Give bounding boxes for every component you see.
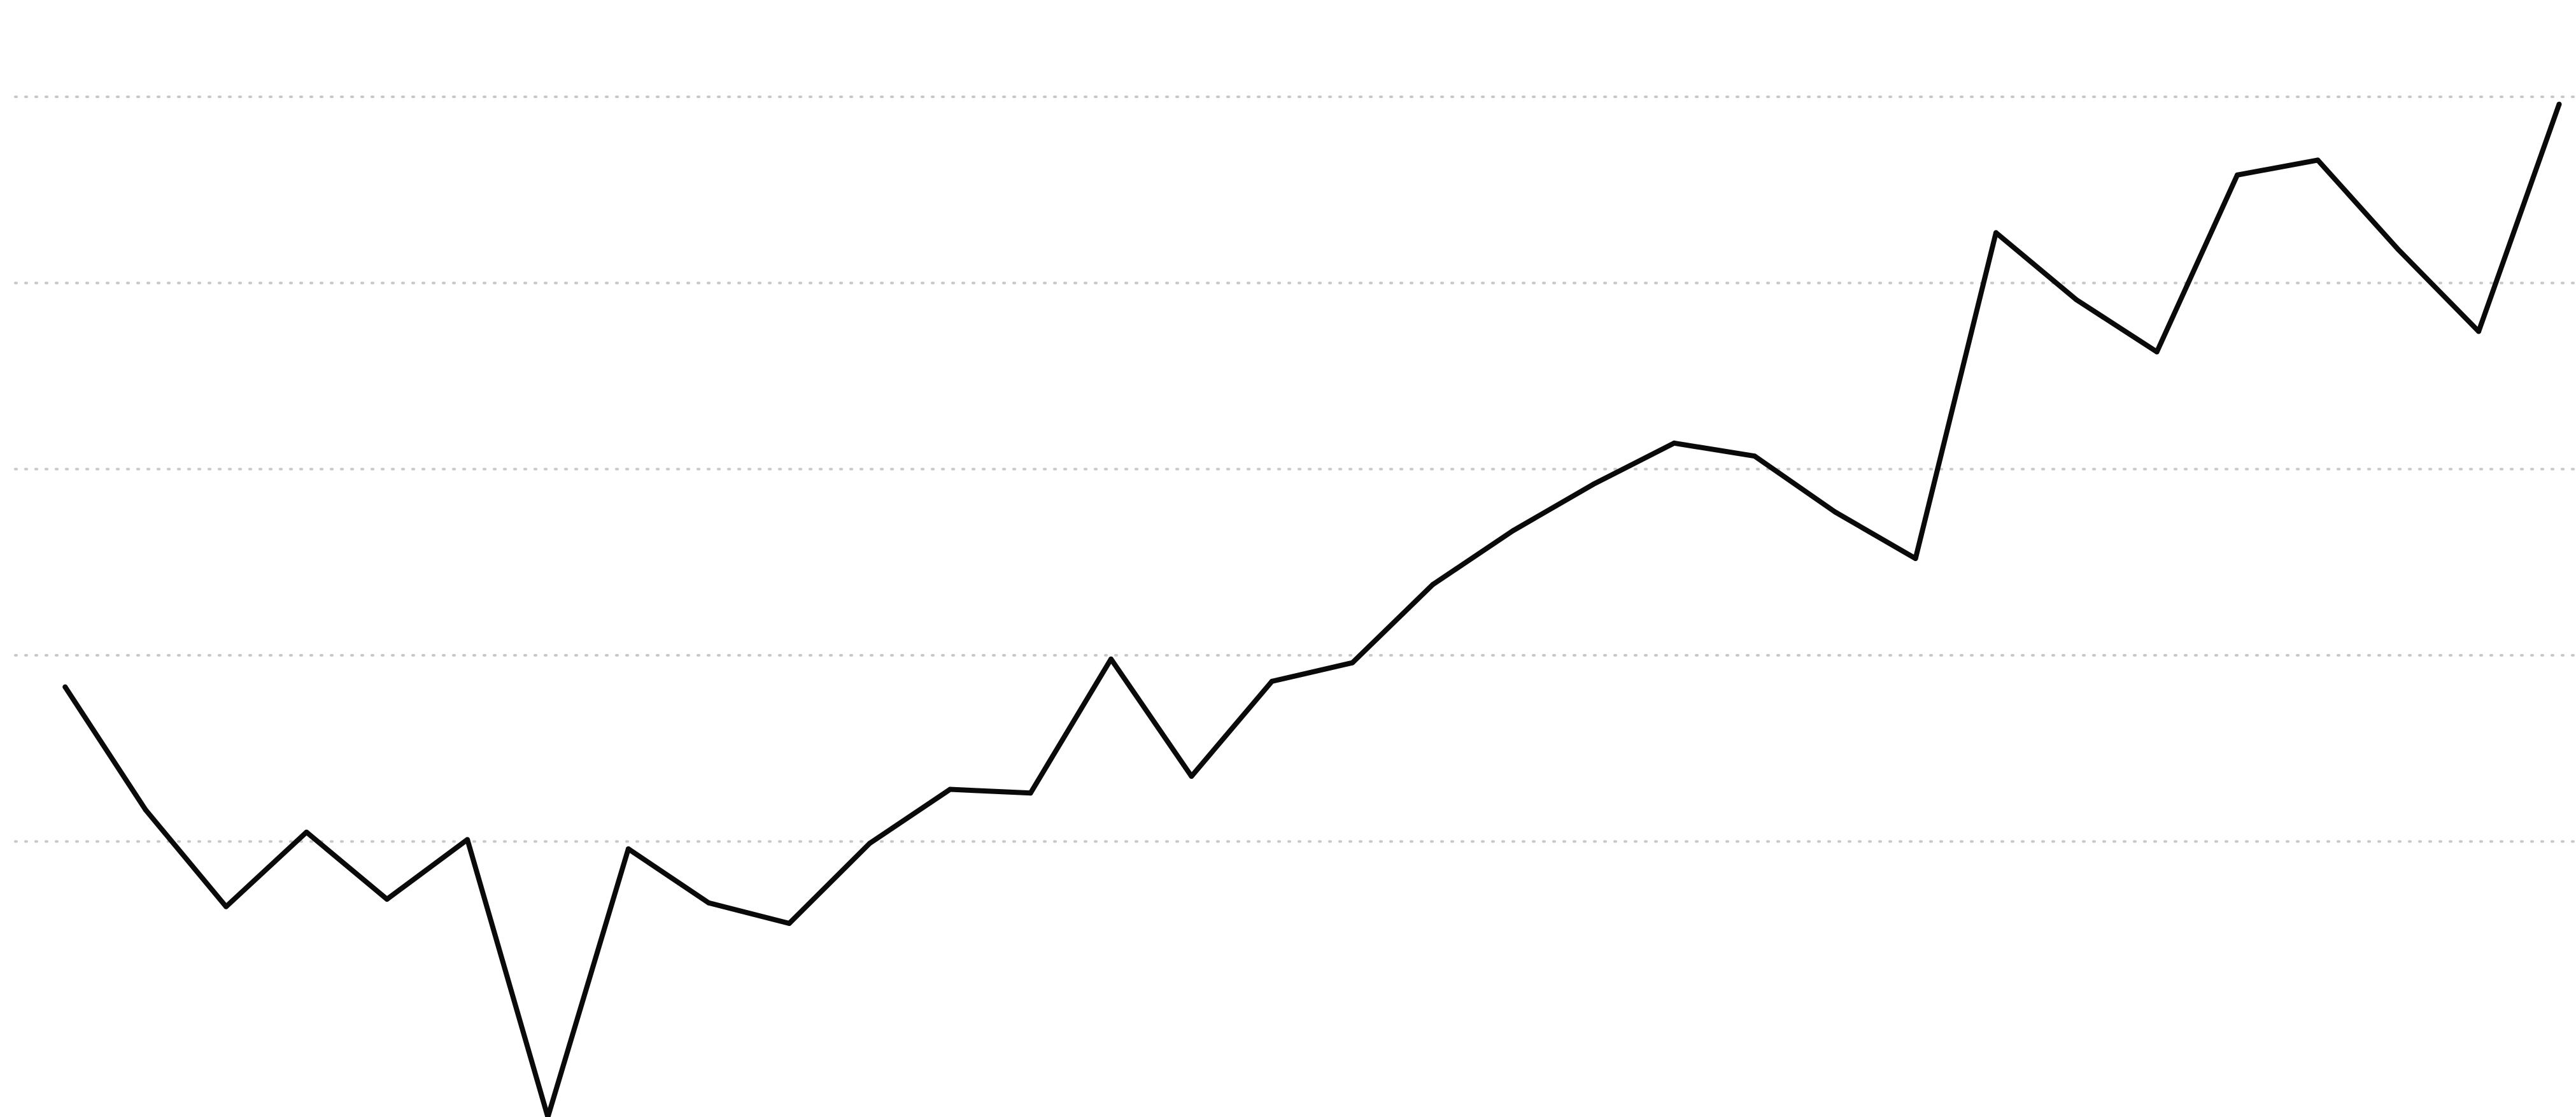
data-point — [2476, 329, 2482, 334]
data-point — [223, 904, 229, 909]
data-point — [1993, 230, 1999, 236]
data-point — [2074, 297, 2079, 302]
data-point — [62, 684, 68, 690]
data-point — [1269, 678, 1275, 684]
data-point — [143, 807, 148, 813]
data-point — [1832, 509, 1838, 515]
data-point — [2235, 172, 2240, 178]
data-point — [1108, 656, 1114, 662]
data-point — [1752, 453, 1757, 459]
data-point — [1350, 660, 1355, 665]
series-line-1 — [62, 101, 2562, 1117]
data-point — [706, 900, 712, 906]
series-group — [62, 101, 2562, 1117]
data-point — [545, 1114, 551, 1117]
data-point — [1671, 440, 1677, 446]
y-gridlines — [14, 96, 2576, 843]
data-point — [304, 829, 309, 835]
data-point — [786, 921, 792, 926]
data-point — [2395, 246, 2401, 252]
data-point — [625, 846, 631, 851]
data-point — [1189, 774, 1194, 779]
data-point — [384, 897, 390, 902]
data-point — [947, 786, 953, 792]
data-point — [1913, 556, 1918, 561]
data-point — [2315, 157, 2321, 163]
data-point — [2556, 101, 2562, 107]
data-point — [1510, 528, 1516, 534]
data-point — [867, 841, 872, 846]
data-point — [1028, 790, 1033, 796]
data-point — [1591, 481, 1597, 487]
data-point — [2154, 349, 2160, 355]
data-point — [465, 837, 471, 843]
data-point — [1430, 581, 1436, 587]
